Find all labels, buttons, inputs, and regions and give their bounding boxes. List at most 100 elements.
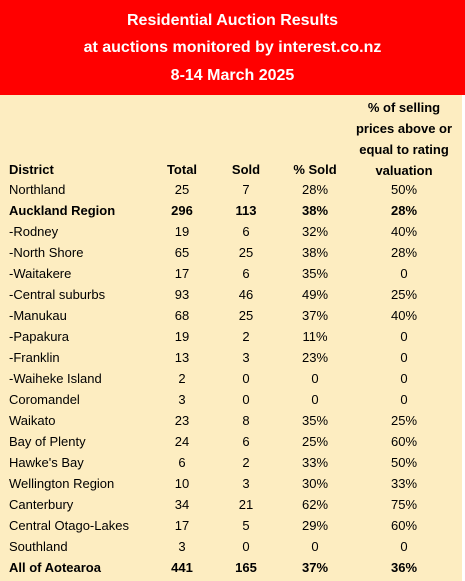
title-line-1: Residential Auction Results [127, 12, 338, 29]
cell-total: 68 [174, 308, 190, 323]
header-valuation-line-2: prices above or [355, 121, 453, 136]
cell-district: -Manukau [9, 308, 67, 323]
cell-pct-sold: 0 [311, 371, 319, 386]
cell-sold: 25 [238, 245, 254, 260]
cell-pct-sold: 35% [301, 266, 329, 281]
cell-pct-sold: 62% [301, 497, 329, 512]
cell-sold: 3 [242, 476, 250, 491]
cell-valuation: 60% [390, 518, 418, 533]
cell-total: 19 [174, 224, 190, 239]
header-valuation-line-3: equal to rating [359, 142, 449, 157]
cell-sold: 3 [242, 350, 250, 365]
cell-valuation: 0 [400, 266, 408, 281]
table-row: Wellington Region 10 3 30% 33% [0, 474, 462, 495]
cell-valuation: 36% [390, 560, 418, 575]
table-row: -Rodney 19 6 32% 40% [0, 222, 462, 243]
cell-valuation: 25% [390, 287, 418, 302]
table-row: Southland 3 0 0 0 [0, 537, 462, 558]
cell-total: 6 [178, 455, 186, 470]
cell-total: 3 [178, 392, 186, 407]
table-row: -Waitakere 17 6 35% 0 [0, 264, 462, 285]
cell-total: 34 [174, 497, 190, 512]
cell-valuation: 40% [390, 308, 418, 323]
cell-total: 19 [174, 329, 190, 344]
cell-total: 93 [174, 287, 190, 302]
cell-pct-sold: 30% [301, 476, 329, 491]
cell-sold: 7 [242, 182, 250, 197]
cell-valuation: 0 [400, 371, 408, 386]
cell-valuation: 25% [390, 413, 418, 428]
cell-pct-sold: 37% [301, 308, 329, 323]
table-row: -Central suburbs 93 46 49% 25% [0, 285, 462, 306]
cell-district: Coromandel [9, 392, 80, 407]
cell-pct-sold: 32% [301, 224, 329, 239]
cell-valuation: 28% [390, 203, 418, 218]
cell-district: Wellington Region [9, 476, 115, 491]
cell-pct-sold: 23% [301, 350, 329, 365]
cell-sold: 113 [235, 203, 257, 218]
table-row: Auckland Region 296 113 38% 28% [0, 201, 462, 222]
cell-total: 17 [174, 266, 190, 281]
table-row: Canterbury 34 21 62% 75% [0, 495, 462, 516]
cell-pct-sold: 49% [301, 287, 329, 302]
date-range: 8-14 March 2025 [170, 67, 295, 84]
cell-district: Waikato [9, 413, 56, 428]
table-row: All of Aotearoa 441 165 37% 36% [0, 558, 462, 579]
cell-district: Southland [9, 539, 68, 554]
cell-pct-sold: 37% [301, 560, 329, 575]
table-row: Central Otago-Lakes 17 5 29% 60% [0, 516, 462, 537]
cell-pct-sold: 29% [301, 518, 329, 533]
cell-district: -Central suburbs [9, 287, 106, 302]
cell-valuation: 0 [400, 539, 408, 554]
cell-pct-sold: 38% [301, 245, 329, 260]
cell-valuation: 75% [390, 497, 418, 512]
cell-valuation: 60% [390, 434, 418, 449]
cell-pct-sold: 33% [301, 455, 329, 470]
cell-valuation: 33% [390, 476, 418, 491]
cell-district: -Papakura [9, 329, 69, 344]
cell-sold: 0 [242, 539, 250, 554]
header-sold: Sold [231, 162, 261, 177]
cell-district: Central Otago-Lakes [9, 518, 129, 533]
cell-valuation: 0 [400, 392, 408, 407]
cell-pct-sold: 11% [302, 329, 328, 344]
cell-valuation: 0 [400, 350, 408, 365]
cell-sold: 25 [238, 308, 254, 323]
cell-pct-sold: 0 [311, 539, 319, 554]
cell-district: -Waitakere [9, 266, 72, 281]
table-row: Northland 25 7 28% 50% [0, 180, 462, 201]
cell-district: Hawke's Bay [9, 455, 84, 470]
cell-district: Auckland Region [9, 203, 116, 218]
header-valuation: % of selling prices above or equal to ra… [343, 97, 465, 181]
cell-sold: 5 [242, 518, 250, 533]
cell-total: 3 [178, 539, 186, 554]
cell-sold: 2 [242, 329, 250, 344]
cell-sold: 21 [238, 497, 254, 512]
cell-district: Bay of Plenty [9, 434, 86, 449]
table-row: -Waiheke Island 2 0 0 0 [0, 369, 462, 390]
cell-total: 441 [171, 560, 193, 575]
table-row: Hawke's Bay 6 2 33% 50% [0, 453, 462, 474]
cell-district: -Waiheke Island [9, 371, 102, 386]
cell-sold: 0 [242, 392, 250, 407]
cell-pct-sold: 38% [301, 203, 329, 218]
header-valuation-line-1: % of selling [367, 100, 441, 115]
cell-valuation: 0 [400, 329, 408, 344]
header-valuation-line-4: valuation [375, 163, 433, 178]
table-row: Waikato 23 8 35% 25% [0, 411, 462, 432]
cell-pct-sold: 35% [301, 413, 329, 428]
cell-total: 296 [171, 203, 193, 218]
table-row: -Papakura 19 2 11% 0 [0, 327, 462, 348]
cell-pct-sold: 28% [301, 182, 329, 197]
cell-valuation: 50% [390, 182, 418, 197]
table-row: -Manukau 68 25 37% 40% [0, 306, 462, 327]
cell-valuation: 40% [390, 224, 418, 239]
cell-total: 17 [174, 518, 190, 533]
cell-total: 65 [174, 245, 190, 260]
cell-sold: 8 [242, 413, 250, 428]
header-district: District [9, 162, 54, 177]
cell-total: 13 [174, 350, 190, 365]
cell-district: -Franklin [9, 350, 60, 365]
cell-valuation: 28% [390, 245, 418, 260]
